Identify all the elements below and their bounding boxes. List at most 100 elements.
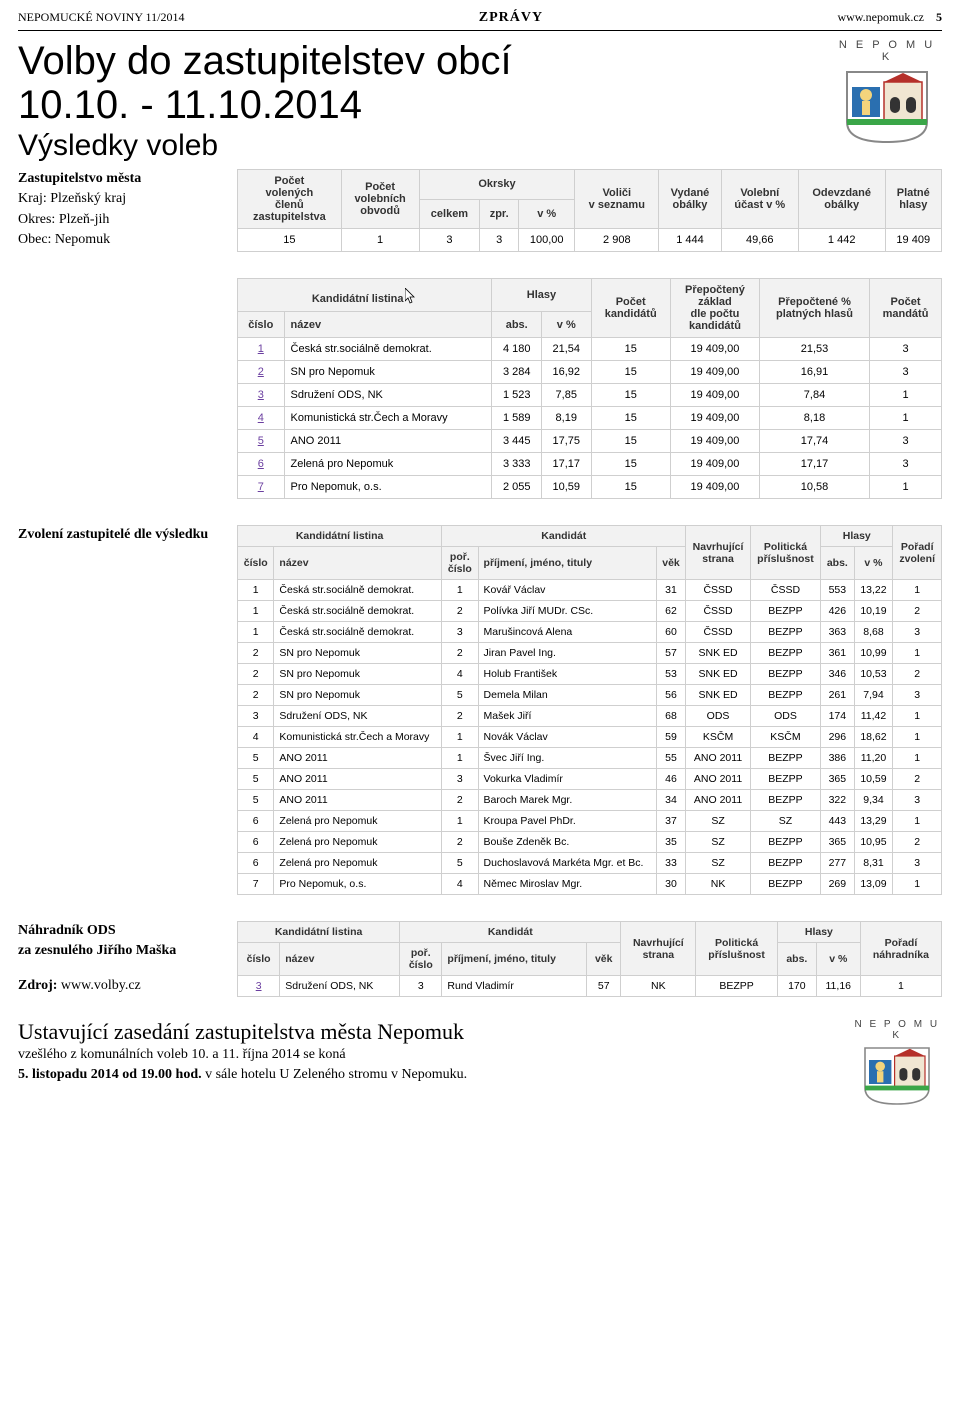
table-row: 5ANO 20113Vokurka Vladimír46ANO 2011BEZP… xyxy=(238,769,942,790)
source-label: Zdroj: xyxy=(18,978,57,993)
table-row: 7Pro Nepomuk, o.s.4Němec Miroslav Mgr.30… xyxy=(238,874,942,895)
th: zpr. xyxy=(480,199,519,229)
table-row: 2SN pro Nepomuk3 28416,921519 409,0016,9… xyxy=(238,361,942,384)
th: Voličiv seznamu xyxy=(575,170,659,229)
city-name-small: N E P O M U K xyxy=(852,1019,942,1041)
footer-p2: 5. listopadu 2014 od 19.00 hod. v sále h… xyxy=(18,1065,467,1085)
th: věk xyxy=(656,547,686,580)
sub-l1: Náhradník ODS xyxy=(18,923,116,938)
headline-date: 10.10. - 11.10.2014 xyxy=(18,83,512,127)
table-row: 3Sdružení ODS, NK1 5237,851519 409,007,8… xyxy=(238,384,942,407)
table-row: 1Česká str.sociálně demokrat.4 18021,541… xyxy=(238,338,942,361)
page-number: 5 xyxy=(936,10,942,24)
th: poř.číslo xyxy=(442,547,478,580)
th: číslo xyxy=(238,547,274,580)
th: Hlasy xyxy=(492,279,591,312)
crest-icon xyxy=(861,1044,933,1108)
meta-l1: Zastupitelstvo města xyxy=(18,171,141,186)
footer-p1: vzešlého z komunálních voleb 10. a 11. ř… xyxy=(18,1045,467,1065)
th: příjmení, jméno, tituly xyxy=(478,547,656,580)
th: abs. xyxy=(492,312,542,338)
page-ref: www.nepomuk.cz 5 xyxy=(837,10,942,25)
elected-label: Zvolení zastupitelé dle výsledku xyxy=(18,525,223,545)
headline: Volby do zastupitelstev obcí xyxy=(18,39,512,83)
table-row: 4Komunistická str.Čech a Moravy1 5898,19… xyxy=(238,407,942,430)
table-row: 3 Sdružení ODS, NK 3 Rund Vladimír 57 NK… xyxy=(238,976,942,997)
th: abs. xyxy=(821,547,854,580)
th: v % xyxy=(519,199,575,229)
meta-l2: Kraj: Plzeňský kraj xyxy=(18,189,223,209)
table-row: 1Česká str.sociálně demokrat.1Kovář Václ… xyxy=(238,580,942,601)
subheadline: Výsledky voleb xyxy=(18,129,512,163)
th: Přepočtené %platných hlasů xyxy=(760,279,870,338)
table-row: 2SN pro Nepomuk4Holub František53SNK EDB… xyxy=(238,664,942,685)
th: Počet volených členů zastupitelstva xyxy=(238,170,342,229)
table-row: 6Zelená pro Nepomuk1Kroupa Pavel PhDr.37… xyxy=(238,811,942,832)
th: název xyxy=(280,943,400,976)
th: Kandidát xyxy=(400,922,621,943)
table-row: 6Zelená pro Nepomuk2Bouše Zdeněk Bc.35SZ… xyxy=(238,832,942,853)
th: Hlasy xyxy=(821,526,893,547)
th: Hlasy xyxy=(777,922,860,943)
table-row: 4Komunistická str.Čech a Moravy1Novák Vá… xyxy=(238,727,942,748)
th: Odevzdanéobálky xyxy=(798,170,885,229)
th: číslo xyxy=(238,312,285,338)
table-row: 2SN pro Nepomuk2Jiran Pavel Ing.57SNK ED… xyxy=(238,643,942,664)
th: Vydanéobálky xyxy=(659,170,722,229)
cursor-icon xyxy=(405,288,416,307)
th: Pořadízvolení xyxy=(893,526,942,580)
footer-heading: Ustavující zasedání zastupitelstva města… xyxy=(18,1019,467,1045)
th: Volebníúčast v % xyxy=(721,170,798,229)
city-name: N E P O M U K xyxy=(832,39,942,63)
footer-announcement: Ustavující zasedání zastupitelstva města… xyxy=(18,1019,467,1086)
summary-table: Počet volených členů zastupitelstva Poče… xyxy=(237,169,942,252)
meta-l4: Obec: Nepomuk xyxy=(18,230,223,250)
th: Kandidátní listina xyxy=(238,526,442,547)
th: Pořadínáhradníka xyxy=(860,922,941,976)
th: v % xyxy=(854,547,893,580)
th: v % xyxy=(816,943,860,976)
th: celkem xyxy=(419,199,480,229)
th: číslo xyxy=(238,943,280,976)
table-row: 5ANO 20111Švec Jiří Ing.55ANO 2011BEZPP3… xyxy=(238,748,942,769)
party-results-table: Kandidátní listina Hlasy Početkandidátů … xyxy=(237,278,942,499)
table-row: 2SN pro Nepomuk5Demela Milan56SNK EDBEZP… xyxy=(238,685,942,706)
th: Početmandátů xyxy=(870,279,942,338)
divider xyxy=(18,30,942,31)
table-row: 6Zelená pro Nepomuk3 33317,171519 409,00… xyxy=(238,453,942,476)
meta-block: Zastupitelstvo města Kraj: Plzeňský kraj… xyxy=(18,169,223,250)
th: příjmení, jméno, tituly xyxy=(442,943,587,976)
th: poř.číslo xyxy=(400,943,442,976)
table-row: 1Česká str.sociálně demokrat.3Marušincov… xyxy=(238,622,942,643)
th: název xyxy=(274,547,442,580)
table-row: 3Sdružení ODS, NK2Mašek Jiří68ODSODS1741… xyxy=(238,706,942,727)
top-bar: NEPOMUCKÉ NOVINY 11/2014 ZPRÁVY www.nepo… xyxy=(18,10,942,26)
city-crest-small: N E P O M U K xyxy=(852,1019,942,1113)
th: Početkandidátů xyxy=(591,279,670,338)
table-row: 6Zelená pro Nepomuk5Duchoslavová Markéta… xyxy=(238,853,942,874)
th: Kandidát xyxy=(442,526,686,547)
table-row: 1Česká str.sociálně demokrat.2Polívka Ji… xyxy=(238,601,942,622)
th: abs. xyxy=(777,943,816,976)
crest-icon xyxy=(842,67,932,147)
elected-table: Kandidátní listina Kandidát Navrhujícíst… xyxy=(237,525,942,895)
th: název xyxy=(284,312,492,338)
site-url: www.nepomuk.cz xyxy=(837,10,924,24)
table-row: 15 1 3 3 100,00 2 908 1 444 49,66 1 442 … xyxy=(238,229,942,252)
headline-block: Volby do zastupitelstev obcí 10.10. - 11… xyxy=(18,39,512,163)
th: Kandidátní listina xyxy=(238,922,400,943)
issue-label: NEPOMUCKÉ NOVINY 11/2014 xyxy=(18,10,184,25)
th: Přepočtený základ dle počtu kandidátů xyxy=(670,279,759,338)
substitute-block: Náhradník ODS za zesnulého Jiřího Maška … xyxy=(18,921,223,996)
th: Navrhujícístrana xyxy=(621,922,696,976)
th: Politickápříslušnost xyxy=(750,526,820,580)
th: v % xyxy=(541,312,591,338)
th: Kandidátní listina xyxy=(238,279,492,312)
section-label: ZPRÁVY xyxy=(479,10,543,26)
th: Počet volebních obvodů xyxy=(341,170,419,229)
th: Platnéhlasy xyxy=(885,170,941,229)
substitute-table: Kandidátní listina Kandidát Navrhujícíst… xyxy=(237,921,942,997)
meta-l3: Okres: Plzeň-jih xyxy=(18,210,223,230)
sub-l2: za zesnulého Jiřího Maška xyxy=(18,943,176,958)
th: věk xyxy=(586,943,621,976)
